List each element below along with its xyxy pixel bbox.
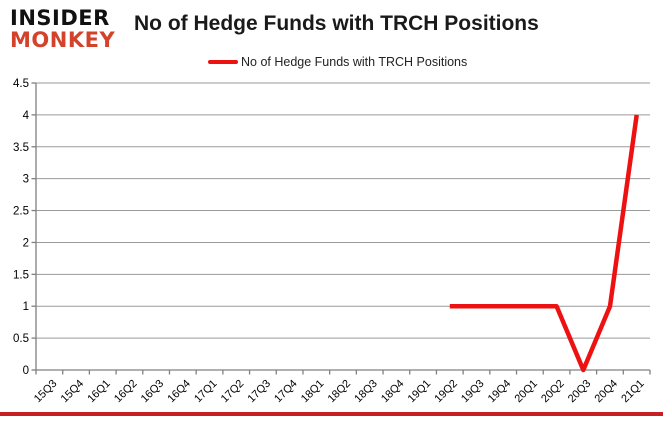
y-tick-label: 4 (23, 110, 30, 122)
x-tick-label: 19Q1 (406, 378, 434, 406)
x-tick-label: 20Q4 (593, 378, 621, 406)
x-tick-label: 17Q3 (246, 378, 274, 406)
x-tick-label: 17Q2 (219, 378, 247, 406)
logo-text-monkey: MONKEY (10, 28, 116, 52)
x-tick-label: 18Q3 (352, 378, 380, 406)
x-tick-label: 16Q1 (85, 378, 113, 406)
x-tick-label: 19Q4 (486, 378, 514, 406)
y-tick-label: 2.5 (13, 206, 29, 218)
x-axis-labels: 15Q3 15Q4 16Q1 16Q2 16Q3 16Q4 17Q1 17Q2 17Q3 17Q4… (32, 378, 647, 406)
x-tick-label: 18Q4 (379, 378, 407, 406)
x-tick-label: 15Q4 (59, 378, 87, 406)
chart-title: No of Hedge Funds with TRCH Positions (134, 12, 539, 35)
y-tick-label: 3 (23, 174, 29, 186)
legend-line-swatch-icon (208, 60, 238, 64)
y-axis-labels: 0 0.5 1 1.5 2 2.5 3 3.5 4 4.5 (13, 78, 36, 377)
x-tick-label: 15Q3 (32, 378, 60, 406)
x-tick-label: 16Q3 (139, 378, 167, 406)
x-tick-label: 16Q2 (112, 378, 140, 406)
legend-label: No of Hedge Funds with TRCH Positions (241, 55, 468, 69)
y-tick-label: 2 (23, 237, 29, 249)
x-tick-label: 17Q1 (192, 378, 220, 406)
series-line (449, 114, 639, 373)
y-tick-label: 1.5 (13, 269, 29, 281)
x-tick-label: 20Q2 (539, 378, 567, 406)
x-tick-label: 16Q4 (165, 378, 193, 406)
x-tick-label: 18Q2 (326, 378, 354, 406)
x-tick-label: 20Q3 (566, 378, 594, 406)
x-tick-label: 21Q1 (619, 378, 647, 406)
x-tick-label: 19Q3 (459, 378, 487, 406)
axes (35, 83, 650, 371)
insider-monkey-logo: INSIDER MONKEY (10, 7, 115, 51)
y-tick-label: 3.5 (13, 142, 29, 154)
chart-legend: No of Hedge Funds with TRCH Positions (208, 54, 467, 70)
x-tick-label: 20Q1 (512, 378, 540, 406)
y-tick-label: 1 (23, 301, 29, 313)
y-tick-label: 4.5 (13, 78, 29, 90)
gridlines (36, 82, 650, 339)
x-tick-label: 19Q2 (432, 378, 460, 406)
x-tick-label: 18Q1 (299, 378, 327, 406)
y-tick-label: 0.5 (13, 333, 29, 345)
x-tick-label: 17Q4 (272, 378, 300, 406)
footer-red-bar (0, 412, 663, 416)
y-tick-label: 0 (23, 365, 29, 377)
x-axis-ticks (35, 370, 651, 375)
logo-text-insider: INSIDER (10, 6, 110, 30)
